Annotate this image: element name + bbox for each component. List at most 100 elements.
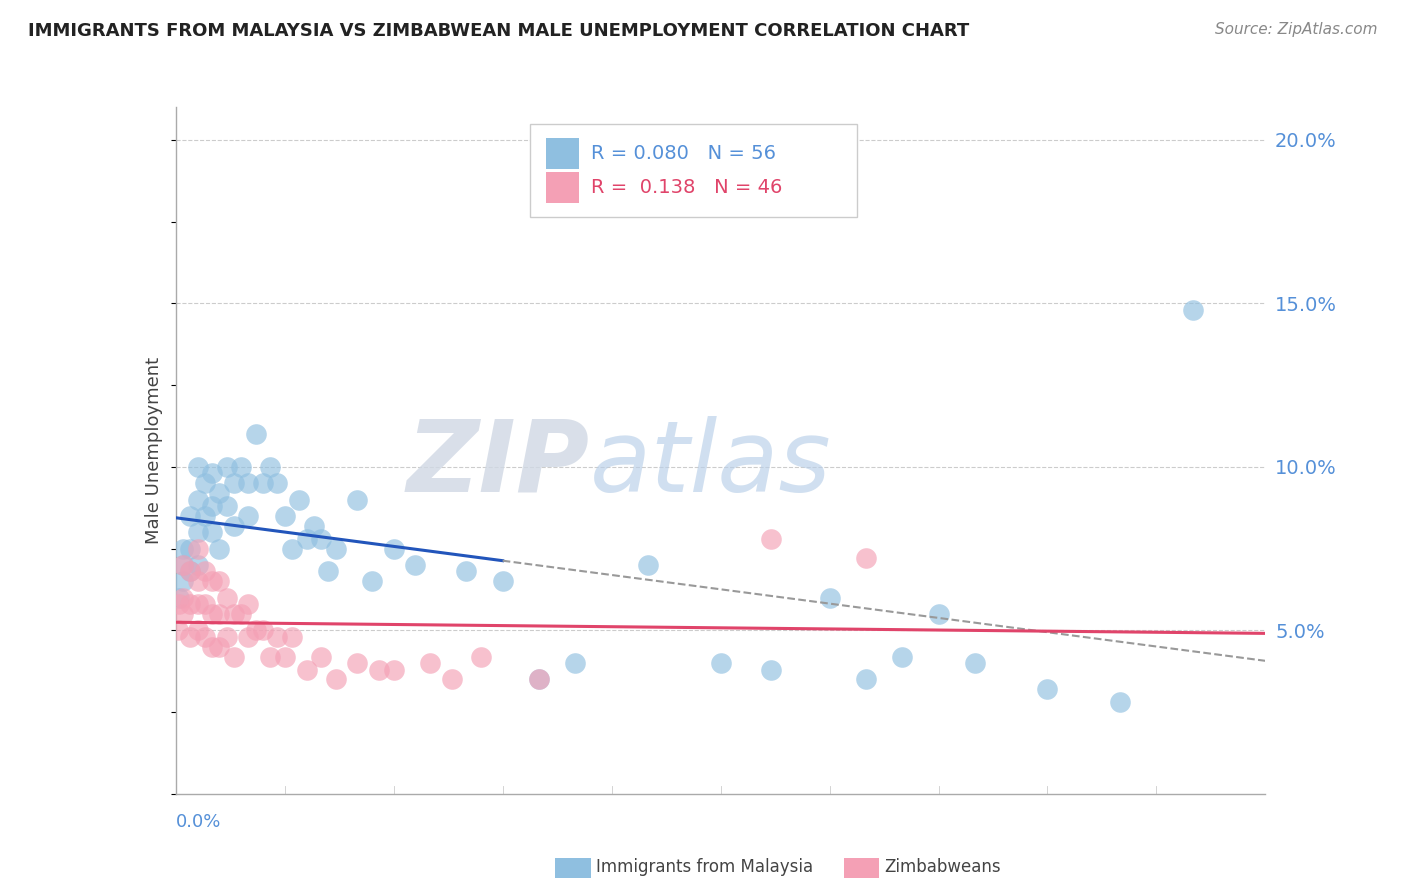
Point bbox=[172, 558, 194, 572]
Point bbox=[928, 607, 950, 621]
Text: Source: ZipAtlas.com: Source: ZipAtlas.com bbox=[1215, 22, 1378, 37]
Point bbox=[215, 499, 238, 513]
Point bbox=[325, 541, 347, 556]
FancyBboxPatch shape bbox=[546, 172, 579, 203]
Point bbox=[318, 565, 340, 579]
Point bbox=[231, 607, 253, 621]
Point bbox=[346, 656, 368, 670]
Point bbox=[405, 558, 427, 572]
Point bbox=[470, 649, 492, 664]
Text: Immigrants from Malaysia: Immigrants from Malaysia bbox=[596, 858, 813, 876]
Point bbox=[179, 630, 201, 644]
Point bbox=[201, 525, 224, 540]
Text: R = 0.080   N = 56: R = 0.080 N = 56 bbox=[591, 145, 776, 163]
Point bbox=[201, 499, 224, 513]
Point bbox=[186, 525, 209, 540]
Point bbox=[325, 673, 347, 687]
Point bbox=[172, 591, 194, 605]
Point bbox=[1109, 695, 1132, 709]
Point bbox=[266, 630, 288, 644]
Point bbox=[222, 476, 245, 491]
Point bbox=[281, 630, 304, 644]
Point bbox=[368, 663, 391, 677]
Point bbox=[527, 673, 550, 687]
Point bbox=[259, 459, 281, 474]
Point bbox=[281, 541, 304, 556]
Point bbox=[238, 508, 260, 523]
Point bbox=[179, 565, 201, 579]
Point bbox=[440, 673, 463, 687]
Point bbox=[274, 508, 297, 523]
FancyBboxPatch shape bbox=[546, 138, 579, 169]
Point bbox=[208, 607, 231, 621]
Point bbox=[288, 492, 311, 507]
Point bbox=[274, 649, 297, 664]
Point bbox=[169, 591, 191, 605]
Point bbox=[215, 459, 238, 474]
Text: R =  0.138   N = 46: R = 0.138 N = 46 bbox=[591, 178, 782, 197]
Point bbox=[169, 597, 191, 611]
Point bbox=[201, 640, 224, 654]
Point bbox=[215, 630, 238, 644]
Y-axis label: Male Unemployment: Male Unemployment bbox=[145, 357, 163, 544]
Point bbox=[818, 591, 841, 605]
Point bbox=[309, 532, 332, 546]
Point bbox=[238, 597, 260, 611]
Point bbox=[259, 649, 281, 664]
Point bbox=[1036, 682, 1059, 697]
Point bbox=[194, 565, 217, 579]
Text: atlas: atlas bbox=[591, 416, 831, 513]
Point bbox=[245, 624, 267, 638]
Point bbox=[186, 541, 209, 556]
Point bbox=[238, 476, 260, 491]
Point bbox=[527, 673, 550, 687]
Point bbox=[222, 607, 245, 621]
Point bbox=[201, 607, 224, 621]
Point bbox=[231, 459, 253, 474]
Point bbox=[186, 492, 209, 507]
Point bbox=[222, 518, 245, 533]
Point bbox=[295, 532, 318, 546]
Point bbox=[419, 656, 441, 670]
Point bbox=[186, 558, 209, 572]
Point bbox=[963, 656, 986, 670]
Point bbox=[360, 574, 382, 589]
Point bbox=[167, 624, 190, 638]
Point bbox=[186, 597, 209, 611]
Point bbox=[172, 607, 194, 621]
Point bbox=[891, 649, 914, 664]
Point bbox=[382, 541, 405, 556]
Point bbox=[252, 476, 274, 491]
Point bbox=[194, 597, 217, 611]
Point bbox=[179, 597, 201, 611]
Point bbox=[194, 476, 217, 491]
Point bbox=[222, 649, 245, 664]
Point bbox=[302, 518, 325, 533]
Point bbox=[456, 565, 478, 579]
Point bbox=[295, 663, 318, 677]
Point bbox=[172, 558, 194, 572]
Point bbox=[208, 486, 231, 500]
Point bbox=[186, 459, 209, 474]
Point bbox=[309, 649, 332, 664]
Point bbox=[855, 551, 877, 566]
Text: 0.0%: 0.0% bbox=[176, 814, 221, 831]
Point bbox=[245, 427, 267, 442]
Point bbox=[179, 541, 201, 556]
Point bbox=[761, 532, 783, 546]
Point bbox=[761, 663, 783, 677]
Point bbox=[855, 673, 877, 687]
Point bbox=[215, 591, 238, 605]
Point bbox=[710, 656, 733, 670]
Point bbox=[186, 624, 209, 638]
Text: ZIP: ZIP bbox=[406, 416, 591, 513]
Point bbox=[179, 565, 201, 579]
Point bbox=[382, 663, 405, 677]
Point bbox=[172, 574, 194, 589]
Point bbox=[172, 541, 194, 556]
Point bbox=[208, 640, 231, 654]
Point bbox=[186, 574, 209, 589]
Point bbox=[194, 630, 217, 644]
Point bbox=[201, 467, 224, 481]
Point bbox=[238, 630, 260, 644]
